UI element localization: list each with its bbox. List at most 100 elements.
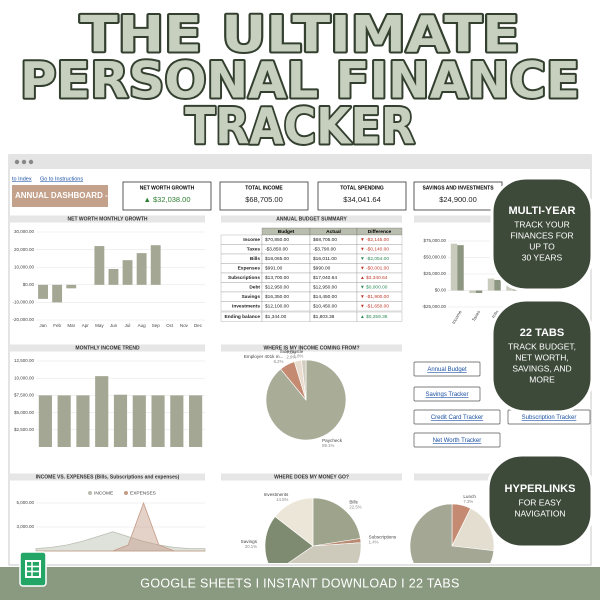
y-tick-label: $0.00 bbox=[23, 282, 35, 287]
pie-label: Bills bbox=[349, 500, 358, 505]
badge bbox=[490, 298, 594, 414]
pie-value-label: 89.1% bbox=[322, 443, 334, 448]
table-value: $12,950.00 bbox=[313, 285, 337, 291]
bar bbox=[132, 395, 146, 447]
badge bbox=[490, 176, 594, 292]
y-tick-label: 10,000.00 bbox=[14, 375, 35, 380]
pie-value-label: 14.5% bbox=[276, 497, 288, 502]
x-tick-label: Bills bbox=[491, 309, 500, 319]
section-header: WHERE IS MY INCOME COMING FROM? bbox=[263, 345, 359, 351]
pie-slice bbox=[274, 497, 314, 547]
section-header-bar bbox=[10, 215, 205, 223]
section-header-bar bbox=[221, 344, 402, 352]
legend-label: INCOME bbox=[94, 490, 113, 496]
bar bbox=[475, 290, 483, 294]
bar bbox=[76, 395, 90, 447]
window-dot bbox=[14, 159, 20, 165]
section-header-bar bbox=[10, 344, 205, 352]
footer-band bbox=[0, 567, 600, 600]
pie-label: RSU bbox=[287, 350, 297, 355]
badge-line: FOR EASY bbox=[519, 497, 562, 507]
bar bbox=[151, 395, 165, 447]
bar bbox=[52, 284, 63, 303]
pie-value-label: 22.5% bbox=[349, 505, 361, 510]
table-value: -$3,790.00 bbox=[313, 247, 336, 253]
nav-button-label[interactable]: Annual Budget bbox=[427, 367, 467, 373]
footer-text: GOOGLE SHEETS I INSTANT DOWNLOAD I 22 TA… bbox=[140, 576, 459, 590]
badge-line: 30 YEARS bbox=[522, 252, 563, 262]
badge bbox=[486, 453, 594, 549]
x-tick-label: Sep bbox=[152, 323, 161, 328]
x-tick-label: Mar bbox=[67, 323, 75, 328]
link[interactable]: to Index bbox=[12, 176, 32, 182]
row-label: Bills bbox=[250, 256, 260, 262]
pie-value-label: 2.9% bbox=[286, 355, 296, 360]
bar bbox=[38, 284, 48, 299]
table-value: $990.00 bbox=[313, 266, 331, 272]
table-value: $13,700.00 bbox=[265, 275, 289, 281]
table-value: ▼ -$2,145.00 bbox=[360, 237, 389, 243]
window-dot bbox=[28, 159, 34, 165]
kpi-label: TOTAL SPENDING bbox=[340, 185, 384, 191]
section-header-bar bbox=[10, 473, 205, 481]
kpi-value: $34,041.64 bbox=[343, 195, 381, 204]
title-line: TRACKER bbox=[185, 98, 415, 156]
pie-value-label: 20.1% bbox=[245, 544, 257, 549]
y-tick-label: 30,000.00 bbox=[14, 229, 35, 234]
table-value: $10,450.00 bbox=[313, 304, 337, 310]
pie-value-label: 1.4% bbox=[369, 540, 379, 545]
y-tick-label: 5,000.00 bbox=[16, 500, 34, 505]
nav-button-label[interactable]: Net Worth Tracker bbox=[433, 438, 482, 444]
table-value: -$3,850.00 bbox=[265, 247, 288, 253]
table-value: $12,950.00 bbox=[265, 285, 289, 291]
table-value: $16,350.00 bbox=[265, 294, 289, 300]
nav-button[interactable] bbox=[413, 361, 481, 377]
nav-button[interactable] bbox=[413, 409, 501, 425]
y-tick-label: -$25,000.00 bbox=[422, 304, 447, 309]
pie-slice bbox=[301, 359, 307, 401]
badge-line: TRACK BUDGET, bbox=[508, 341, 576, 351]
nav-button[interactable] bbox=[413, 386, 481, 402]
nav-button-label[interactable]: Credit Card Tracker bbox=[431, 415, 483, 421]
badge-line: FINANCES FOR bbox=[510, 230, 573, 240]
sheets-icon bbox=[19, 551, 47, 587]
x-tick-label: May bbox=[95, 323, 104, 328]
badge-line: NAVIGATION bbox=[514, 508, 565, 518]
section-header: ANNUAL BUDGET SUMMARY bbox=[276, 216, 347, 222]
table-value: $16,011.00 bbox=[313, 256, 337, 262]
table-value: ▼ -$2,054.00 bbox=[360, 256, 389, 262]
y-tick-label: $0.00 bbox=[435, 288, 447, 293]
kpi-label: NET WORTH GROWTH bbox=[140, 185, 195, 191]
row-label: Subscriptions bbox=[228, 275, 260, 281]
badge-line: UP TO bbox=[529, 241, 555, 251]
x-tick-label: Apr bbox=[82, 323, 90, 328]
title-line: PERSONAL FINANCE bbox=[20, 52, 580, 110]
table-value: ▼ -$1,900.00 bbox=[360, 294, 389, 300]
badge-line: SAVINGS, AND bbox=[512, 363, 571, 373]
pie-label: Paycheck bbox=[322, 438, 343, 443]
sheet-content: NET WORTH GROWTH ▲ $32,038.00 TOTAL INCOME… bbox=[10, 181, 591, 563]
y-tick-label: 10,000.00 bbox=[14, 264, 35, 269]
kpi-card bbox=[122, 181, 212, 211]
row-label: Investments bbox=[232, 304, 260, 310]
legend-swatch bbox=[124, 491, 128, 495]
bar bbox=[66, 284, 77, 289]
bar bbox=[136, 253, 147, 285]
link[interactable]: Go to Instructions bbox=[40, 176, 83, 182]
window-dot bbox=[21, 159, 27, 165]
badge-title: HYPERLINKS bbox=[505, 483, 576, 495]
bar bbox=[122, 260, 133, 285]
bar bbox=[38, 395, 52, 447]
nav-button-label[interactable]: Subscription Tracker bbox=[522, 415, 577, 421]
table-cell bbox=[356, 311, 403, 322]
y-tick-label: $5,000.00 bbox=[14, 410, 35, 415]
kpi-label: SAVINGS AND INVESTMENTS bbox=[422, 185, 494, 191]
kpi-card bbox=[413, 181, 503, 211]
kpi-value: $68,705.00 bbox=[245, 195, 283, 204]
y-tick-label: 20,000.00 bbox=[14, 247, 35, 252]
y-tick-label: $75,000.00 bbox=[423, 238, 446, 243]
nav-button[interactable] bbox=[413, 432, 501, 448]
pie-slice bbox=[264, 516, 314, 563]
y-tick-label: 3,000.00 bbox=[16, 524, 34, 529]
nav-button-label[interactable]: Savings Tracker bbox=[425, 392, 468, 398]
